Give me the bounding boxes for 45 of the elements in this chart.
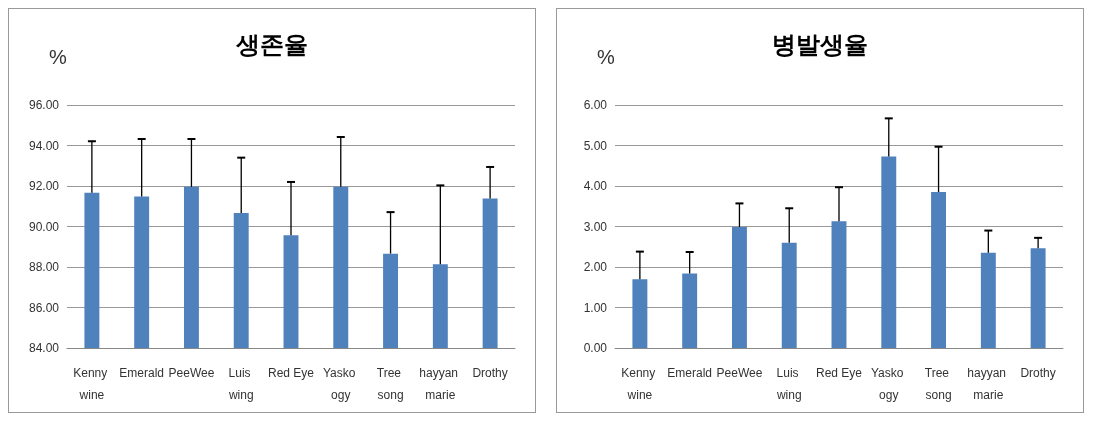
x-tick-label: Drothy	[472, 366, 508, 380]
y-tick-label: 84.00	[28, 341, 60, 355]
x-tick-label: Emerald	[119, 366, 165, 380]
x-tick-label: Red Eye	[267, 366, 315, 380]
x-tick-label: PeeWee	[716, 366, 763, 380]
y-tick-label: 1.00	[583, 300, 608, 315]
bar	[781, 242, 797, 348]
y-tick-label: 86.00	[28, 300, 60, 315]
x-tick-label: Yasko ogy	[322, 366, 359, 402]
chart-title: 생존율	[235, 30, 308, 58]
x-tick-label: Luis wing	[775, 366, 802, 402]
y-tick-label: 96.00	[28, 98, 60, 112]
x-tick-label: PeeWee	[168, 366, 215, 380]
bar	[831, 221, 847, 348]
x-tick-label: Red Eye	[815, 366, 863, 380]
bar	[632, 279, 648, 348]
y-tick-label: 88.00	[28, 260, 60, 274]
y-tick-label: 2.00	[583, 260, 608, 274]
x-tick-label: Tree song	[924, 366, 953, 402]
x-tick-label: Kenny wine	[73, 366, 111, 402]
bar	[931, 192, 947, 348]
y-axis-title: %	[49, 46, 67, 68]
x-tick-label: Kenny wine	[621, 366, 659, 402]
x-tick-label: Yasko ogy	[870, 366, 907, 402]
bar	[881, 156, 897, 348]
y-tick-label: 6.00	[583, 98, 608, 112]
y-tick-label: 94.00	[28, 138, 60, 153]
bar	[980, 252, 996, 348]
y-tick-label: 0.00	[583, 341, 608, 355]
y-tick-label: 90.00	[28, 219, 60, 234]
y-tick-label: 4.00	[583, 179, 608, 193]
chart-title: 병발생율	[772, 30, 868, 58]
x-tick-label: Tree song	[376, 366, 405, 402]
x-tick-label: Luis wing	[227, 366, 254, 402]
bar	[731, 226, 747, 348]
x-tick-label: hayyan marie	[967, 366, 1010, 402]
y-tick-label: 92.00	[28, 179, 60, 193]
bar	[1030, 248, 1046, 348]
y-axis-title: %	[597, 46, 615, 68]
y-tick-label: 3.00	[583, 219, 608, 234]
y-tick-label: 5.00	[583, 138, 608, 153]
x-tick-label: hayyan marie	[419, 366, 462, 402]
bar	[682, 273, 698, 348]
x-tick-label: Drothy	[1020, 366, 1056, 380]
x-tick-label: Emerald	[667, 366, 713, 380]
